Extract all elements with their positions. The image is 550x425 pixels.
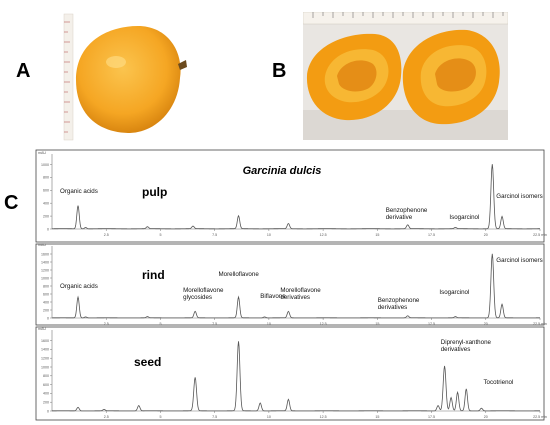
y-tick-label: 1000	[41, 365, 49, 369]
annotation-label: Morelloflavone	[219, 271, 260, 278]
x-tick-label: 10	[267, 322, 271, 326]
annotation-label: Isogarcinol	[449, 214, 479, 221]
y-tick-label: 800	[43, 284, 49, 288]
y-tick-label: 1600	[41, 252, 49, 256]
chromatogram-trace-pulp	[51, 164, 541, 230]
x-tick-label: 5	[159, 322, 161, 326]
y-unit-label: mAU	[38, 243, 46, 247]
y-unit-label: mAU	[38, 151, 46, 155]
y-tick-label: 200	[43, 308, 49, 312]
y-tick-label: 600	[43, 292, 49, 296]
y-tick-label: 600	[43, 383, 49, 387]
annotation-label: Garcinol isomers	[496, 193, 542, 200]
x-tick-label: 7.5	[212, 322, 217, 326]
annotation-label: Tocotrienol	[483, 379, 513, 386]
chromatogram-panel-rind: mAU 0 200 400 600 800 1000 1200 1400 1600 2.5 5 7.5 1…	[35, 243, 547, 326]
x-tick-label: 20	[484, 415, 488, 419]
y-tick-label: 400	[43, 392, 49, 396]
y-unit-label: mAU	[38, 327, 46, 331]
x-tick-label: 22.5 min	[533, 415, 547, 419]
x-tick-label: 5	[159, 415, 161, 419]
photo-halved-fruit	[303, 12, 508, 140]
y-tick-label: 400	[43, 201, 49, 205]
x-tick-label: 2.5	[104, 415, 109, 419]
annotation-label: Organic acids	[60, 283, 98, 290]
chromatogram-trace-seed	[52, 341, 541, 412]
y-tick-label: 200	[43, 401, 49, 405]
x-tick-label: 2.5	[104, 233, 109, 237]
y-tick-label: 0	[47, 409, 49, 413]
panel-label-a: A	[16, 60, 31, 82]
panel-series-label: pulp	[142, 185, 167, 199]
x-tick-label: 12.5	[320, 233, 327, 237]
y-tick-label: 0	[47, 227, 49, 231]
x-tick-label: 20	[484, 233, 488, 237]
photo-whole-fruit	[46, 12, 216, 142]
chromatogram-panel-pulp: mAU 0 200 400 600 800 1000 2.5 5 7.5 10 12.5 15 17.5 2…	[35, 149, 547, 243]
x-tick-label: 12.5	[320, 415, 327, 419]
x-tick-label: 12.5	[320, 322, 327, 326]
panel-series-label: seed	[134, 355, 161, 369]
annotation-label: Benzophenone derivatives	[378, 297, 420, 311]
ruler	[63, 13, 74, 141]
x-tick-label: 7.5	[212, 415, 217, 419]
x-tick-label: 15	[375, 415, 379, 419]
chromatogram-panel-seed: mAU 0 200 400 600 800 1000 1200 1400 1600 2.5 5 7.5 1…	[35, 326, 547, 421]
y-tick-label: 1400	[41, 260, 49, 264]
y-tick-label: 1400	[41, 348, 49, 352]
y-tick-label: 1200	[41, 357, 49, 361]
x-tick-label: 10	[267, 415, 271, 419]
y-tick-label: 0	[47, 316, 49, 320]
annotation-label: Biflavone	[260, 293, 286, 300]
x-tick-label: 15	[375, 233, 379, 237]
panel-frame	[35, 149, 545, 243]
x-tick-label: 10	[267, 233, 271, 237]
x-tick-label: 22.5 min	[533, 233, 547, 237]
annotation-label: Benzophenone derivative	[386, 207, 428, 221]
annotation-label: Morelloflavone glycosides	[183, 287, 224, 301]
y-tick-label: 400	[43, 300, 49, 304]
y-tick-label: 1000	[41, 276, 49, 280]
chromatogram-trace-rind	[52, 253, 541, 319]
x-tick-label: 5	[159, 233, 161, 237]
x-tick-label: 17.5	[428, 322, 435, 326]
y-tick-label: 800	[43, 374, 49, 378]
annotation-label: Diprenyl-xanthone derivatives	[441, 339, 492, 353]
x-tick-label: 17.5	[428, 415, 435, 419]
y-tick-label: 1600	[41, 339, 49, 343]
x-tick-label: 22.5 min	[533, 322, 547, 326]
x-tick-label: 2.5	[104, 322, 109, 326]
y-tick-label: 800	[43, 176, 49, 180]
panel-series-label: rind	[142, 268, 165, 282]
x-tick-label: 20	[484, 322, 488, 326]
figure-title: Garcinia dulcis	[243, 165, 322, 177]
annotation-label: Morelloflavone derivatives	[280, 287, 321, 301]
x-tick-label: 7.5	[212, 233, 217, 237]
panel-label-b: B	[272, 60, 287, 82]
y-tick-label: 1200	[41, 268, 49, 272]
annotation-label: Organic acids	[60, 188, 98, 195]
annotation-label: Isogarcinol	[439, 289, 469, 296]
annotation-label: Garcinol isomers	[496, 257, 542, 264]
x-tick-label: 17.5	[428, 233, 435, 237]
y-tick-label: 600	[43, 189, 49, 193]
y-tick-label: 1000	[41, 163, 49, 167]
x-tick-label: 15	[375, 322, 379, 326]
ruler	[303, 12, 508, 25]
panel-frame	[35, 243, 545, 326]
panel-label-c: C	[4, 192, 19, 214]
y-tick-label: 200	[43, 214, 49, 218]
